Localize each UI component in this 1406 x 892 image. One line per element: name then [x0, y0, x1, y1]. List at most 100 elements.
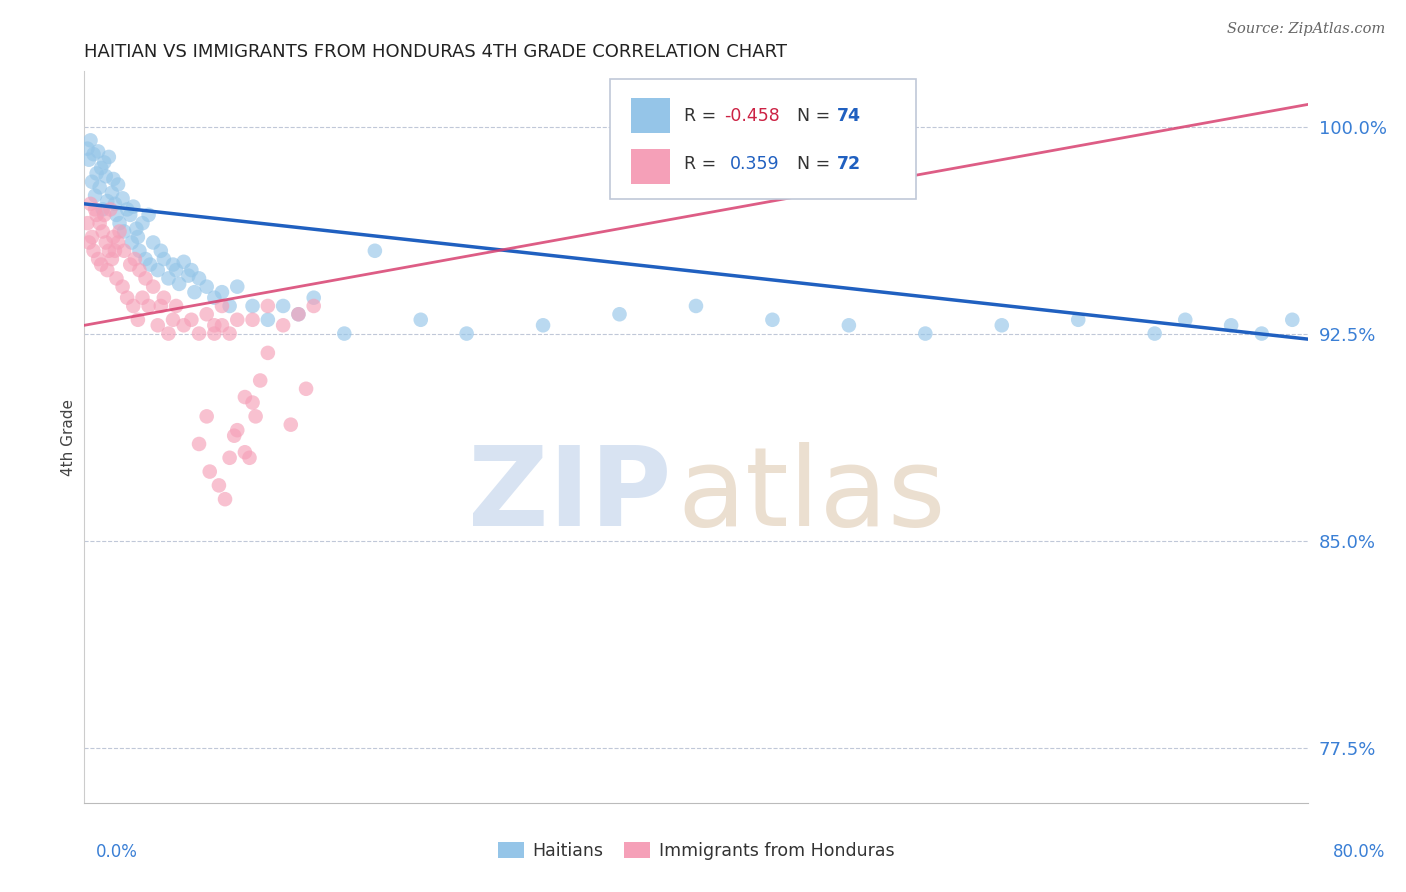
Point: [122, 299, 145, 313]
Point: [111, 191, 134, 205]
Point: [195, 307, 218, 321]
Point: [177, 268, 200, 283]
Point: [146, 318, 169, 333]
Point: [224, 428, 246, 442]
Point: [77, 235, 100, 250]
Point: [105, 271, 128, 285]
Point: [128, 244, 150, 258]
Point: [83, 147, 105, 161]
Text: 74: 74: [837, 107, 860, 126]
Point: [1174, 312, 1197, 326]
Point: [202, 291, 225, 305]
Point: [103, 172, 125, 186]
Point: [91, 224, 114, 238]
Point: [111, 279, 134, 293]
Point: [103, 230, 125, 244]
Point: [139, 258, 162, 272]
Point: [257, 299, 280, 313]
Point: [233, 445, 256, 459]
Point: [287, 307, 309, 321]
Point: [120, 208, 142, 222]
Point: [89, 216, 111, 230]
Point: [112, 224, 135, 238]
Point: [76, 142, 98, 156]
Point: [214, 492, 236, 507]
Point: [80, 230, 103, 244]
Point: [128, 263, 150, 277]
Text: HAITIAN VS IMMIGRANTS FROM HONDURAS 4TH GRADE CORRELATION CHART: HAITIAN VS IMMIGRANTS FROM HONDURAS 4TH …: [84, 44, 787, 62]
Point: [195, 279, 218, 293]
Point: [146, 263, 169, 277]
Point: [218, 450, 240, 465]
Text: Source: ZipAtlas.com: Source: ZipAtlas.com: [1226, 22, 1385, 37]
Point: [198, 465, 221, 479]
Point: [609, 307, 631, 321]
Legend: Haitians, Immigrants from Honduras: Haitians, Immigrants from Honduras: [498, 842, 894, 860]
Point: [180, 312, 202, 326]
Point: [135, 252, 157, 266]
Point: [157, 326, 180, 341]
Point: [211, 318, 233, 333]
Point: [1250, 326, 1272, 341]
Point: [257, 312, 280, 326]
Point: [96, 194, 118, 208]
Point: [79, 197, 101, 211]
Point: [131, 216, 153, 230]
Y-axis label: 4th Grade: 4th Grade: [60, 399, 76, 475]
Point: [115, 202, 138, 217]
Text: -0.458: -0.458: [724, 107, 780, 126]
Point: [364, 244, 387, 258]
Point: [249, 374, 271, 388]
Point: [138, 208, 160, 222]
Point: [84, 188, 107, 202]
Point: [104, 197, 127, 211]
Point: [115, 291, 138, 305]
FancyBboxPatch shape: [631, 149, 671, 185]
Point: [226, 279, 249, 293]
Point: [165, 263, 187, 277]
Point: [112, 244, 135, 258]
Point: [180, 263, 202, 277]
Point: [131, 291, 153, 305]
Point: [84, 202, 107, 217]
Point: [149, 299, 172, 313]
Point: [89, 180, 111, 194]
Point: [531, 318, 554, 333]
Point: [295, 382, 318, 396]
Point: [280, 417, 302, 432]
Point: [107, 235, 129, 250]
Point: [685, 299, 707, 313]
Point: [409, 312, 432, 326]
Text: 0.359: 0.359: [730, 155, 780, 173]
FancyBboxPatch shape: [631, 98, 671, 133]
Point: [208, 478, 231, 492]
Point: [108, 224, 131, 238]
Point: [97, 150, 120, 164]
Point: [233, 390, 256, 404]
Point: [86, 166, 108, 180]
Text: 72: 72: [837, 155, 860, 173]
Text: N =: N =: [797, 107, 837, 126]
Point: [93, 155, 115, 169]
Point: [257, 346, 280, 360]
Point: [94, 169, 117, 184]
Point: [242, 312, 264, 326]
Point: [80, 175, 103, 189]
Point: [77, 153, 100, 167]
Point: [914, 326, 936, 341]
Point: [90, 161, 112, 175]
Point: [1143, 326, 1166, 341]
Point: [86, 208, 108, 222]
Text: N =: N =: [797, 155, 837, 173]
Point: [120, 258, 142, 272]
Point: [91, 202, 114, 217]
Point: [138, 299, 160, 313]
Point: [761, 312, 783, 326]
Point: [83, 244, 105, 258]
Point: [456, 326, 478, 341]
Point: [226, 312, 249, 326]
Point: [93, 208, 115, 222]
Text: 0.0%: 0.0%: [96, 843, 138, 861]
Point: [108, 216, 131, 230]
Point: [838, 318, 860, 333]
